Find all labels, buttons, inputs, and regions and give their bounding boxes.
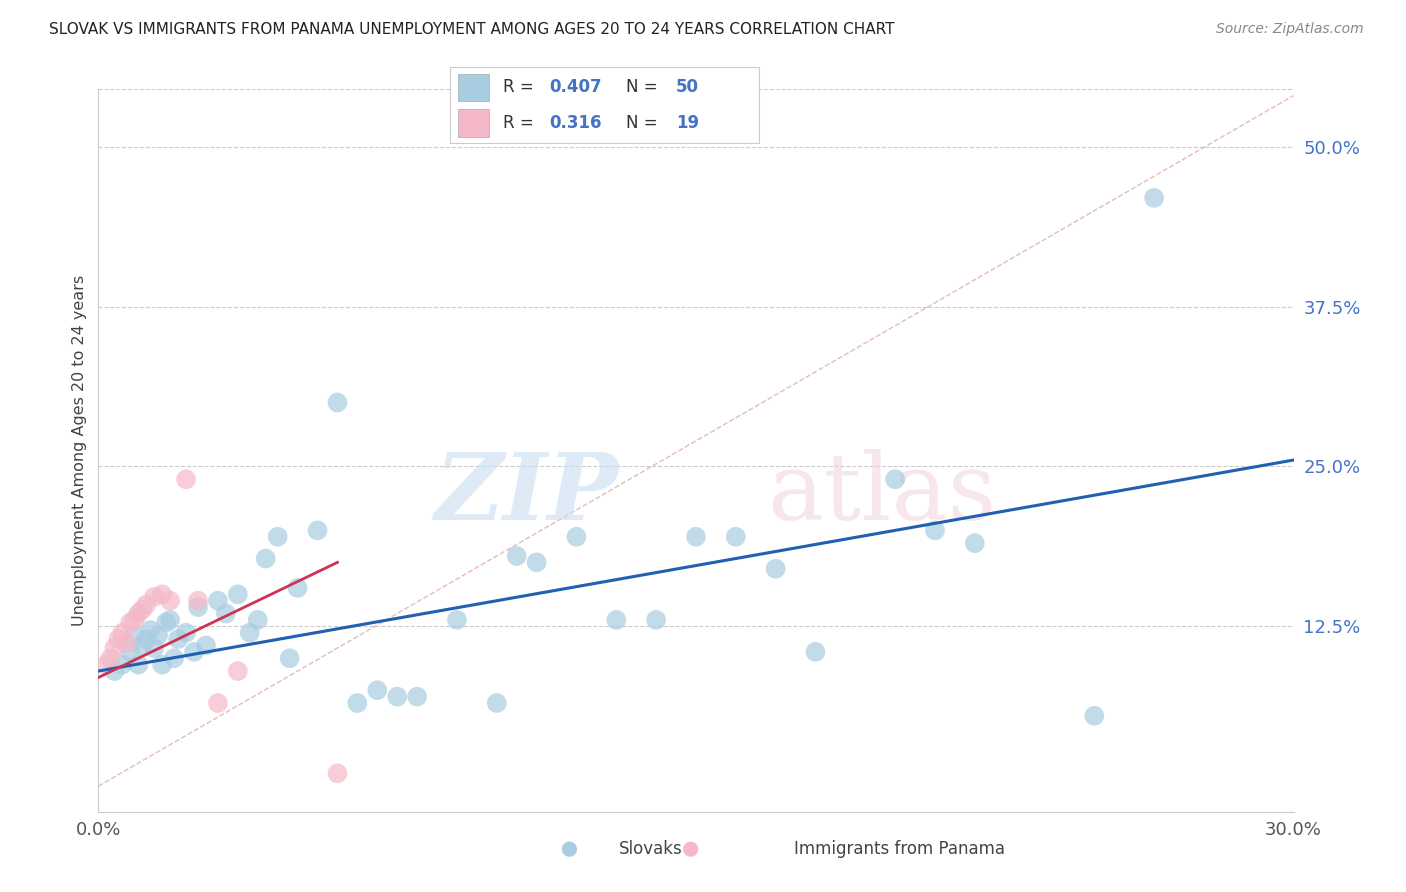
Point [174, 472, 197, 486]
Point [127, 657, 149, 672]
Point [326, 395, 349, 409]
Point [254, 551, 277, 566]
Point [605, 613, 627, 627]
Text: R =: R = [502, 114, 538, 132]
Point [307, 524, 329, 538]
Point [366, 683, 388, 698]
Point [98, 651, 122, 665]
Point [963, 536, 986, 550]
Text: 19: 19 [676, 114, 699, 132]
Point [1083, 708, 1105, 723]
Point [246, 613, 269, 627]
Point [326, 766, 349, 780]
Point [103, 640, 125, 655]
Point [150, 657, 173, 672]
Point [143, 590, 166, 604]
Point [446, 613, 468, 627]
Point [124, 613, 146, 627]
Point [187, 600, 209, 615]
Point [506, 549, 529, 563]
Point [346, 696, 368, 710]
Point [804, 645, 827, 659]
Bar [458, 74, 489, 101]
Point [385, 690, 409, 704]
Point [183, 645, 205, 659]
Point [127, 607, 149, 621]
Point [565, 530, 588, 544]
Point [135, 632, 157, 646]
Point [685, 530, 707, 544]
Point [267, 530, 290, 544]
Point [558, 842, 581, 856]
Point [207, 593, 229, 607]
Point [485, 696, 508, 710]
Text: atlas: atlas [768, 449, 997, 539]
Point [103, 664, 125, 678]
Point [120, 615, 142, 630]
Point [226, 587, 249, 601]
Text: Slovaks: Slovaks [619, 840, 682, 858]
Text: Source: ZipAtlas.com: Source: ZipAtlas.com [1216, 22, 1364, 37]
Point [139, 623, 162, 637]
Point [226, 664, 249, 678]
Point [96, 657, 118, 672]
Point [195, 639, 218, 653]
Point [924, 524, 946, 538]
Point [207, 696, 229, 710]
Point [278, 651, 301, 665]
Text: N =: N = [626, 114, 664, 132]
Text: R =: R = [502, 78, 538, 96]
Point [167, 632, 190, 646]
Bar [458, 110, 489, 136]
Point [148, 628, 170, 642]
Point [124, 628, 146, 642]
Point [174, 625, 197, 640]
Point [679, 842, 702, 856]
Y-axis label: Unemployment Among Ages 20 to 24 years: Unemployment Among Ages 20 to 24 years [72, 275, 87, 626]
Point [187, 593, 209, 607]
Point [406, 690, 429, 704]
Point [131, 602, 153, 616]
Point [287, 581, 309, 595]
Point [155, 615, 177, 630]
Point [111, 657, 134, 672]
Point [143, 640, 166, 655]
Text: Immigrants from Panama: Immigrants from Panama [794, 840, 1005, 858]
Point [107, 632, 129, 646]
Point [724, 530, 747, 544]
Point [884, 472, 907, 486]
Point [645, 613, 668, 627]
Point [765, 562, 787, 576]
Point [115, 636, 138, 650]
Point [150, 587, 173, 601]
Point [1143, 191, 1166, 205]
Point [239, 625, 262, 640]
Text: 0.407: 0.407 [548, 78, 602, 96]
Point [215, 607, 238, 621]
Text: SLOVAK VS IMMIGRANTS FROM PANAMA UNEMPLOYMENT AMONG AGES 20 TO 24 YEARS CORRELAT: SLOVAK VS IMMIGRANTS FROM PANAMA UNEMPLO… [49, 22, 894, 37]
Point [135, 598, 157, 612]
Point [111, 625, 134, 640]
Point [163, 651, 186, 665]
Text: ZIP: ZIP [434, 449, 619, 539]
Point [131, 639, 153, 653]
Point [120, 645, 142, 659]
Text: 0.316: 0.316 [548, 114, 602, 132]
Text: N =: N = [626, 78, 664, 96]
Point [526, 555, 548, 569]
Point [159, 593, 181, 607]
Text: 50: 50 [676, 78, 699, 96]
Point [159, 613, 181, 627]
